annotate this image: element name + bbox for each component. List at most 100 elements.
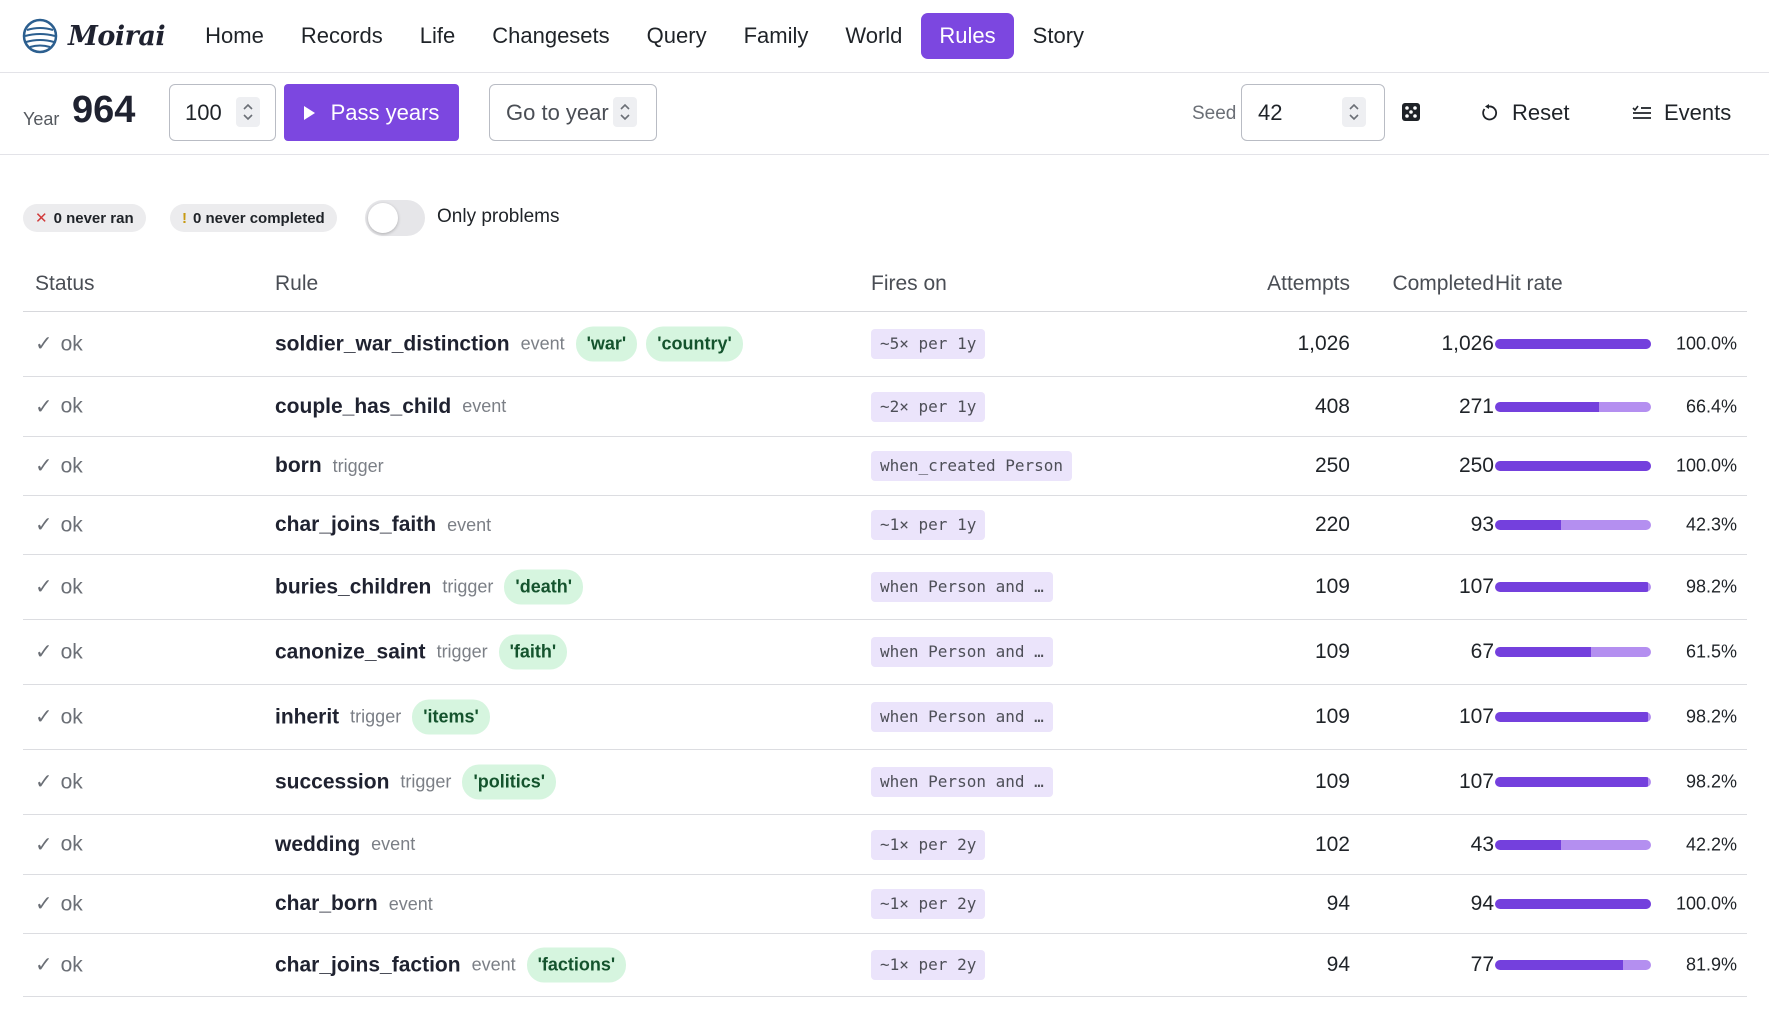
- hit-rate-bar-fill: [1495, 339, 1651, 349]
- completed-value: 271: [1458, 394, 1494, 418]
- rule-tag[interactable]: 'country': [646, 326, 743, 362]
- rule-name[interactable]: couple_has_child: [275, 394, 452, 418]
- rule-cell: char_joins_faction event 'factions': [275, 947, 627, 983]
- nav-item-changesets[interactable]: Changesets: [492, 23, 610, 48]
- rule-name[interactable]: char_joins_faith: [275, 513, 437, 536]
- rule-name[interactable]: inherit: [275, 705, 340, 728]
- table-row[interactable]: ✓ ok wedding event ~1× per 2y 102 43 42.2%: [23, 815, 1747, 875]
- table-row[interactable]: ✓ ok succession trigger 'politics' when Perso…: [23, 750, 1747, 815]
- table-row[interactable]: ✓ ok char_joins_faction event 'factions' ~1× …: [23, 934, 1747, 997]
- years-to-pass-value: 100: [185, 99, 222, 125]
- fires-on-badge: ~1× per 2y: [871, 829, 986, 860]
- go-to-year-input[interactable]: Go to year: [489, 84, 657, 141]
- table-row[interactable]: ✓ ok buries_children trigger 'death' when Per…: [23, 555, 1747, 620]
- completed-value: 67: [1470, 640, 1494, 663]
- rule-cell: wedding event: [275, 833, 415, 857]
- randomize-seed-button[interactable]: [1402, 103, 1420, 121]
- nav-item-records[interactable]: Records: [300, 23, 383, 48]
- rule-tag[interactable]: 'war': [575, 326, 638, 362]
- rule-kind: trigger: [400, 771, 452, 792]
- nav-item-query[interactable]: Query: [646, 23, 707, 48]
- fires-on-badge: when_created Person: [871, 451, 1073, 481]
- never-ran-badge[interactable]: ✕ 0 never ran: [23, 204, 146, 232]
- hit-rate-bar: [1495, 582, 1651, 592]
- nav-item-family[interactable]: Family: [743, 23, 809, 48]
- rule-name[interactable]: buries_children: [275, 575, 432, 598]
- seed-input[interactable]: 42: [1241, 84, 1385, 141]
- warning-icon: !: [182, 209, 187, 227]
- attempts-value: 109: [1314, 575, 1350, 598]
- column-completed[interactable]: Completed: [1392, 272, 1494, 295]
- column-attempts[interactable]: Attempts: [1267, 272, 1350, 295]
- rule-kind: event: [447, 514, 492, 535]
- rule-tag[interactable]: 'items': [412, 699, 490, 735]
- rule-name[interactable]: succession: [275, 770, 390, 793]
- table-row[interactable]: ✓ ok inherit trigger 'items' when Person and …: [23, 685, 1747, 750]
- column-rule[interactable]: Rule: [275, 272, 319, 295]
- hit-rate-value: 66.4%: [1685, 396, 1737, 416]
- hit-rate-value: 98.2%: [1685, 706, 1737, 727]
- column-fires-on[interactable]: Fires on: [871, 272, 947, 295]
- rule-kind: event: [462, 396, 507, 416]
- rule-name[interactable]: soldier_war_distinction: [275, 332, 510, 355]
- rule-kind: event: [371, 834, 416, 854]
- years-to-pass-input[interactable]: 100: [169, 84, 276, 141]
- rule-cell: soldier_war_distinction event 'war''countr…: [275, 326, 743, 362]
- nav-item-story[interactable]: Story: [1032, 23, 1085, 48]
- dice-icon: [1402, 103, 1420, 121]
- events-label: Events: [1664, 100, 1732, 125]
- never-completed-text: 0 never completed: [193, 209, 325, 227]
- table-row[interactable]: ✓ ok char_joins_faith event ~1× per 1y 220 93 4…: [23, 496, 1747, 555]
- check-icon: ✓: [35, 770, 53, 794]
- pass-years-label: Pass years: [330, 99, 440, 125]
- hit-rate-value: 100.0%: [1675, 333, 1737, 354]
- status-text: ok: [60, 892, 83, 915]
- nav-item-rules[interactable]: Rules: [921, 13, 1014, 59]
- hit-rate-bar-fill: [1495, 401, 1599, 412]
- nav-item-world[interactable]: World: [845, 23, 903, 48]
- app-logo[interactable]: Moirai: [22, 18, 166, 54]
- completed-value: 107: [1458, 770, 1494, 793]
- rule-cell: inherit trigger 'items': [275, 699, 490, 735]
- globe-logo-icon: [22, 18, 58, 54]
- column-status[interactable]: Status: [35, 272, 95, 295]
- x-icon: ✕: [35, 210, 48, 227]
- go-to-year-spinner-icon[interactable]: [613, 97, 637, 127]
- hit-rate-bar-fill: [1495, 777, 1649, 787]
- never-completed-badge[interactable]: ! 0 never completed: [170, 204, 337, 232]
- rule-name[interactable]: born: [275, 454, 322, 477]
- hit-rate-bar: [1495, 339, 1651, 349]
- table-row[interactable]: ✓ ok char_born event ~1× per 2y 94 94 100.0%: [23, 875, 1747, 934]
- rule-tag[interactable]: 'faith': [498, 634, 568, 670]
- rule-name[interactable]: wedding: [275, 832, 361, 856]
- status-cell: ✓ ok: [35, 953, 83, 978]
- pass-years-button[interactable]: Pass years: [284, 84, 459, 141]
- hit-rate-bar: [1495, 461, 1651, 471]
- reset-button[interactable]: Reset: [1480, 100, 1569, 126]
- hit-rate-bar-fill: [1495, 899, 1651, 909]
- status-cell: ✓ ok: [35, 332, 83, 357]
- table-row[interactable]: ✓ ok couple_has_child event ~2× per 1y 408 271…: [23, 377, 1747, 437]
- table-row[interactable]: ✓ ok born trigger when_created Person 250 250 1…: [23, 437, 1747, 496]
- completed-value: 77: [1470, 953, 1494, 976]
- column-hit-rate[interactable]: Hit rate: [1495, 272, 1563, 295]
- table-row[interactable]: ✓ ok canonize_saint trigger 'faith' when Pers…: [23, 620, 1747, 685]
- years-spinner-icon[interactable]: [236, 97, 260, 127]
- rule-tag[interactable]: 'death': [504, 569, 583, 605]
- status-text: ok: [60, 513, 83, 536]
- rule-name[interactable]: canonize_saint: [275, 640, 426, 663]
- nav-item-life[interactable]: Life: [419, 23, 456, 48]
- rule-name[interactable]: char_born: [275, 892, 378, 915]
- hit-rate-bar: [1495, 647, 1651, 657]
- current-year: 964: [72, 89, 136, 131]
- hit-rate-bar: [1495, 777, 1651, 787]
- hit-rate-bar-fill: [1495, 582, 1649, 592]
- table-row[interactable]: ✓ ok soldier_war_distinction event 'war''cou…: [23, 312, 1747, 377]
- rule-tag[interactable]: 'politics': [462, 764, 557, 800]
- seed-spinner-icon[interactable]: [1342, 97, 1366, 127]
- rule-tag[interactable]: 'factions': [526, 947, 627, 983]
- nav-item-home[interactable]: Home: [205, 23, 264, 48]
- rule-name[interactable]: char_joins_faction: [275, 953, 461, 976]
- only-problems-toggle[interactable]: [365, 200, 425, 236]
- events-button[interactable]: Events: [1632, 100, 1731, 126]
